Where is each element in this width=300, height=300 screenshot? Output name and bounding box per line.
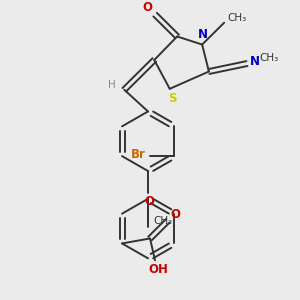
Text: O: O [144, 195, 154, 208]
Text: O: O [170, 208, 180, 221]
Text: N: N [198, 28, 208, 41]
Text: CH₃: CH₃ [227, 13, 247, 23]
Text: OH: OH [148, 263, 168, 276]
Text: H: H [108, 80, 116, 90]
Text: O: O [142, 1, 152, 14]
Text: CH₃: CH₃ [259, 52, 278, 63]
Text: S: S [169, 92, 177, 105]
Text: CH₂: CH₂ [153, 216, 172, 226]
Text: Br: Br [130, 148, 146, 160]
Text: N: N [250, 55, 260, 68]
